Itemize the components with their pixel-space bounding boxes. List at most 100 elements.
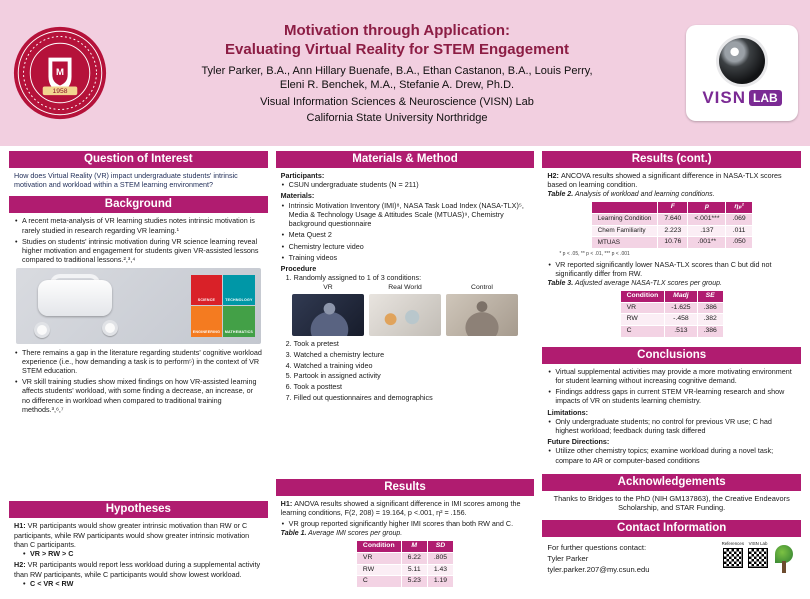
section-conclusions: Conclusions Virtual supplemental activit… [542,346,802,469]
imi-scores-table: Condition M SD VR 6.22.805 RW 5.11 1.43 [355,540,455,588]
left-column: Question of Interest How does Virtual Re… [9,151,268,592]
qr-code-icon [722,547,743,568]
table-header-row: Condition M SD [355,540,455,553]
table-row: C 5.23 1.19 [355,575,455,588]
condition-vr: VR [292,284,364,337]
procedure-step: Filled out questionnaires and demographi… [294,393,530,402]
materials-bullet: Training videos [281,253,530,262]
csun-seal-logo: M 1958 [13,26,107,120]
procedure-step: Randomly assigned to 1 of 3 conditions: [294,273,530,282]
middle-column: Materials & Method Participants: CSUN un… [275,151,535,592]
table-row: C .513.386 [619,324,724,338]
section-background: Background A recent meta-analysis of VR … [9,196,268,497]
qr-code-zone: References VISN Lab [722,540,796,579]
section-title: Question of Interest [9,151,268,168]
conclusion-bullet: Findings address gaps in current STEM VR… [547,387,796,405]
svg-text:M: M [56,67,64,78]
condition-label: Control [471,284,493,292]
stem-technology-tile: TECHNOLOGY [223,274,255,306]
nasa-tlx-table: Condition Madj SE VR -1.625.386 RW -.458.3… [619,289,724,338]
limitations-label: Limitations: [547,407,589,417]
section-title: Background [9,196,268,214]
section-title: Results (cont.) [542,151,802,168]
poster-authors: Tyler Parker, B.A., Ann Hillary Buenafe,… [201,64,593,92]
stem-science-tile: SCIENCE [190,274,223,306]
section-question-of-interest: Question of Interest How does Virtual Re… [9,151,268,192]
hypothesis-2: H2: VR participants would report less wor… [14,560,261,579]
table-row: RW -.458.382 [619,313,724,326]
condition-control: Control [446,284,518,337]
procedure-step: Watched a training video [294,361,530,370]
visn-lab-logo: VISN LAB [686,25,798,121]
references-qr: References [722,541,744,568]
lab-name: Visual Information Sciences & Neuroscien… [260,95,534,108]
materials-label: Materials: [280,191,315,201]
visn-logo-lab-chip: LAB [749,90,782,106]
table-row: Learning Condition 7.640 <.001*** .069 [590,213,753,226]
poster-header: M 1958 Motivation through Application: E… [0,0,810,146]
section-results-cont: Results (cont.) H2: ANCOVA results showed… [542,151,802,342]
section-title: Contact Information [542,520,802,538]
table-header-row: F p ηₚ² [590,201,753,215]
qr-code-icon [748,547,769,568]
background-bullet: There remains a gap in the literature re… [14,348,263,376]
section-title: Conclusions [542,346,802,364]
participants-label: Participants: [280,171,325,180]
stem-icons-grid: SCIENCE TECHNOLOGY ENGINEERING MATHEMATI… [190,274,255,337]
stem-mathematics-tile: MATHEMATICS [223,306,255,337]
poster-body: Question of Interest How does Virtual Re… [0,146,810,599]
hypothesis-1: H1: VR participants would show greater in… [14,521,250,549]
materials-bullet: Intrinsic Motivation Inventory (IMI)⁸, N… [281,201,530,229]
visn-logo-text: VISN [702,88,746,107]
section-hypotheses: Hypotheses H1: VR participants would show… [9,501,268,592]
results-bullet: VR group reported significantly higher I… [281,519,530,528]
future-directions-label: Future Directions: [547,437,610,447]
condition-real-world: Real World [369,284,441,337]
visn-lab-qr: VISN Lab [748,541,769,568]
vr-controller [102,319,118,336]
poster-title: Motivation through Application: Evaluati… [225,21,569,59]
procedure-step: Watched a chemistry lecture [294,350,530,359]
contact-name: Tyler Parker [547,554,589,564]
results-h1-finding: H1: ANOVA results showed a significant di… [280,498,521,517]
contact-text: For further questions contact: Tyler Par… [547,540,717,579]
section-title: Results [275,478,535,496]
contact-prompt: For further questions contact: [547,543,647,553]
question-text: How does Virtual Reality (VR) impact und… [14,171,238,190]
table-row: VR 6.22.805 [355,551,455,565]
table-row: MTUAS 10.76.001** .050 [590,236,753,250]
materials-bullet: Meta Quest 2 [281,230,530,239]
table-row: RW 5.11 1.43 [355,563,455,577]
acknowledgements-text: Thanks to Bridges to the PhD (NIH GM1378… [553,493,790,513]
background-bullet: Studies on students' intrinsic motivatio… [14,237,263,265]
contact-email-link[interactable]: tyler.parker.207@my.csun.edu [547,565,650,575]
table1-caption: Table 1. Average IMI scores per group. [280,530,403,538]
results-h2-finding: H2: ANCOVA results showed a significant d… [547,171,782,190]
right-column: Results (cont.) H2: ANCOVA results showed… [542,151,802,592]
table-row: VR -1.625.386 [619,301,724,315]
qr-label: VISN Lab [748,541,768,547]
limitations-text: Only undergraduate students; no control … [547,417,796,435]
section-contact-information: Contact Information For further question… [542,520,802,592]
conclusion-bullet: Virtual supplemental activities may prov… [547,367,796,385]
qr-label: References [721,541,745,547]
procedure-step: Took a pretest [294,339,530,348]
seal-year: 1958 [53,88,68,95]
hypothesis-2-prediction: C < VR < RW [14,579,263,588]
real-world-condition-image [369,294,441,337]
table-row: Chem Familiarity 2.223.137.011 [590,224,753,238]
table-header-row: Condition Madj SE [619,289,724,303]
future-directions-text: Utilize other chemistry topics; examine … [547,446,796,464]
stem-engineering-tile: ENGINEERING [190,306,223,337]
hypothesis-1-prediction: VR > RW > C [14,549,263,558]
condition-images-row: VR Real World Control [281,284,530,337]
table3-caption: Table 3. Adjusted average NASA-TLX score… [547,279,722,287]
materials-bullet: Chemistry lecture video [281,242,530,251]
procedure-step: Took a posttest [294,382,530,391]
section-title: Materials & Method [275,151,535,168]
vr-headset-image: SCIENCE TECHNOLOGY ENGINEERING MATHEMATI… [16,267,261,344]
section-materials-method: Materials & Method Participants: CSUN un… [275,151,535,474]
tree-logo-icon [772,545,796,579]
ancova-table: F p ηₚ² Learning Condition 7.640 <.001***.… [590,201,753,250]
